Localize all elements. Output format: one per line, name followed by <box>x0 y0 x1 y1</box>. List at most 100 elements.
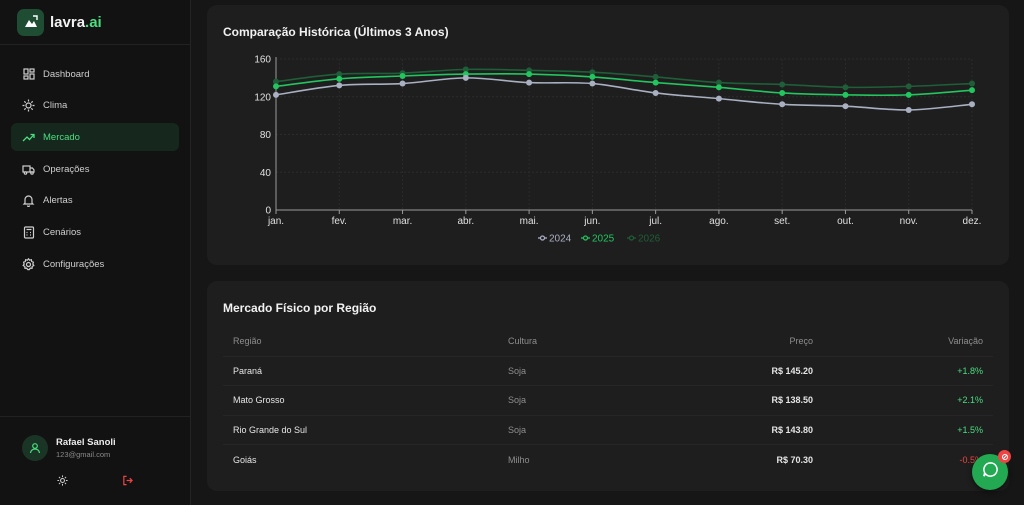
column-header-crop: Cultura <box>498 327 703 357</box>
series-line-2024 <box>275 77 973 111</box>
logout-icon[interactable] <box>122 473 133 491</box>
data-point-2025 <box>336 75 343 82</box>
x-tick-label: mar. <box>393 216 412 227</box>
cell-region: Mato Grosso <box>223 385 498 416</box>
sidebar-item-alertas[interactable]: Alertas <box>11 187 179 215</box>
column-header-region: Região <box>223 327 498 357</box>
data-point-2026 <box>842 84 849 91</box>
notification-badge-icon <box>998 450 1011 463</box>
market-table: Região Cultura Preço Variação Paraná Soj… <box>223 327 993 474</box>
user-area: Rafael Sanoli 123@gmail.com <box>0 416 190 505</box>
data-point-2025 <box>652 79 659 86</box>
y-tick-label: 160 <box>254 55 271 66</box>
data-point-2026 <box>336 71 343 78</box>
x-tick-label: ago. <box>709 216 728 227</box>
chat-bubble-icon <box>982 461 999 483</box>
data-point-2024 <box>462 74 469 81</box>
sun-icon <box>22 99 35 112</box>
cell-price: R$ 138.50 <box>703 385 823 416</box>
data-point-2026 <box>715 79 722 86</box>
data-point-2025 <box>589 73 596 80</box>
y-tick-label: 0 <box>265 206 271 217</box>
x-tick-label: abr. <box>457 216 474 227</box>
cell-price: R$ 143.80 <box>703 415 823 445</box>
series-line-2025 <box>275 73 973 97</box>
y-tick-label: 80 <box>260 130 272 141</box>
data-point-2025 <box>842 91 849 98</box>
column-header-change: Variação <box>823 327 993 357</box>
sidebar-item-cenarios[interactable]: Cenários <box>11 218 179 246</box>
table-row[interactable]: Paraná Soja R$ 145.20 +1.8% <box>223 356 993 386</box>
table-row[interactable]: Mato Grosso Soja R$ 138.50 +2.1% <box>223 385 993 416</box>
data-point-2024 <box>273 91 279 98</box>
data-point-2024 <box>905 106 912 113</box>
sidebar-item-label: Mercado <box>43 131 80 143</box>
table-header-row: Região Cultura Preço Variação <box>223 327 993 357</box>
calculator-icon <box>22 226 35 239</box>
data-point-2024 <box>842 103 849 110</box>
legend-label: 2025 <box>592 234 615 245</box>
sidebar-item-clima[interactable]: Clima <box>11 92 179 120</box>
user-name: Rafael Sanoli <box>56 437 116 448</box>
x-tick-label: dez. <box>963 216 982 227</box>
market-card: Mercado Físico por Região Região Cultura… <box>207 281 1009 491</box>
sidebar-item-dashboard[interactable]: Dashboard <box>11 60 179 88</box>
table-row[interactable]: Goiás Milho R$ 70.30 -0.5% <box>223 445 993 475</box>
theme-toggle-sun-icon[interactable] <box>57 473 68 491</box>
data-point-2026 <box>905 83 912 90</box>
data-point-2026 <box>589 69 596 76</box>
cell-region: Rio Grande do Sul <box>223 415 498 445</box>
cell-crop: Soja <box>498 356 703 386</box>
y-tick-label: 40 <box>260 168 272 179</box>
data-point-2026 <box>462 66 469 73</box>
sidebar-item-label: Dashboard <box>43 68 90 80</box>
cell-crop: Soja <box>498 415 703 445</box>
series-line-2026 <box>275 68 973 89</box>
trending-up-icon <box>22 131 35 144</box>
x-tick-label: fev. <box>332 216 347 227</box>
user-avatar-icon <box>22 435 48 461</box>
data-point-2024 <box>336 82 343 89</box>
data-point-2026 <box>779 81 786 88</box>
x-tick-label: jul. <box>648 216 662 227</box>
cell-price: R$ 145.20 <box>703 356 823 386</box>
data-point-2026 <box>273 78 279 85</box>
sidebar-item-mercado[interactable]: Mercado <box>11 123 179 152</box>
history-chart-title: Comparação Histórica (Últimos 3 Anos) <box>223 25 449 39</box>
user-profile[interactable]: Rafael Sanoli 123@gmail.com <box>0 417 190 461</box>
sidebar-item-label: Alertas <box>43 195 73 207</box>
x-tick-label: jan. <box>267 216 284 227</box>
cell-price: R$ 70.30 <box>776 454 813 465</box>
data-point-2024 <box>715 95 722 102</box>
data-point-2025 <box>969 87 975 94</box>
cell-change: +1.8% <box>823 356 993 386</box>
legend-marker <box>628 235 635 241</box>
sidebar-item-configuracoes[interactable]: Configurações <box>11 250 179 278</box>
data-point-2025 <box>526 71 533 78</box>
brand-name: lavra.ai <box>50 13 102 31</box>
table-row[interactable]: Rio Grande do Sul Soja R$ 143.80 +1.5% <box>223 415 993 445</box>
sidebar-item-label: Cenários <box>43 226 82 238</box>
data-point-2024 <box>969 101 975 108</box>
sidebar: lavra.ai Dashboard Clima Mercado Operaçõ… <box>0 0 191 505</box>
cell-region: Goiás <box>233 454 257 465</box>
y-tick-label: 120 <box>254 92 271 103</box>
mountain-logo-icon <box>17 8 44 36</box>
cell-region: Paraná <box>223 356 498 386</box>
brand[interactable]: lavra.ai <box>0 0 190 45</box>
data-point-2024 <box>399 80 406 87</box>
cell-crop: Milho <box>508 454 530 465</box>
cell-change: -0.5% <box>959 454 983 465</box>
legend-label: 2026 <box>638 234 661 245</box>
x-tick-label: set. <box>774 216 790 227</box>
sidebar-item-label: Clima <box>43 100 68 112</box>
sidebar-item-operacoes[interactable]: Operações <box>11 155 179 183</box>
data-point-2025 <box>779 89 786 96</box>
legend-label: 2024 <box>549 234 572 245</box>
data-point-2025 <box>399 72 406 79</box>
cell-change: +2.1% <box>823 385 993 416</box>
data-point-2026 <box>969 80 975 87</box>
cell-crop: Soja <box>498 385 703 416</box>
sidebar-item-label: Operações <box>43 163 90 175</box>
data-point-2025 <box>715 84 722 91</box>
